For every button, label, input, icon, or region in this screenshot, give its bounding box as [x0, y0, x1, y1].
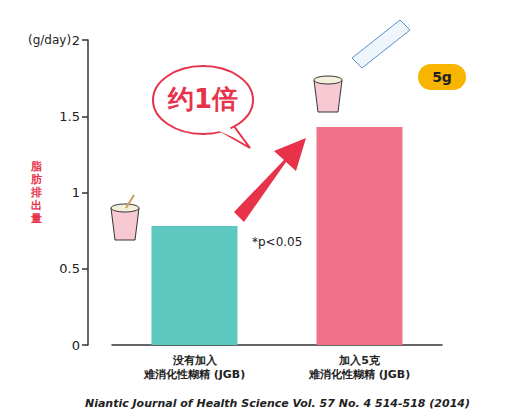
svg-text:排: 排: [30, 186, 42, 199]
svg-text:脂: 脂: [30, 160, 42, 173]
svg-text:出: 出: [31, 199, 42, 212]
svg-text:0: 0: [72, 338, 80, 353]
svg-text:没有加入: 没有加入: [172, 354, 218, 367]
svg-text:加入5克: 加入5克: [338, 354, 381, 367]
svg-text:难消化性糊精 (JGB): 难消化性糊精 (JGB): [308, 368, 410, 381]
svg-text:*p<0.05: *p<0.05: [252, 235, 302, 249]
svg-text:(g/day): (g/day): [28, 33, 71, 47]
svg-text:量: 量: [30, 212, 42, 225]
svg-text:1.5: 1.5: [59, 109, 80, 124]
svg-text:1: 1: [72, 185, 80, 200]
svg-text:0.5: 0.5: [59, 261, 80, 276]
svg-text:难消化性糊精 (JGB): 难消化性糊精 (JGB): [143, 368, 245, 381]
svg-text:约1倍: 约1倍: [167, 84, 238, 114]
svg-text:5g: 5g: [432, 69, 452, 85]
svg-text:Niantic Journal of Health Scie: Niantic Journal of Health Science Vol. 5…: [85, 397, 470, 410]
svg-text:2: 2: [72, 33, 80, 48]
svg-text:肪: 肪: [30, 173, 42, 186]
